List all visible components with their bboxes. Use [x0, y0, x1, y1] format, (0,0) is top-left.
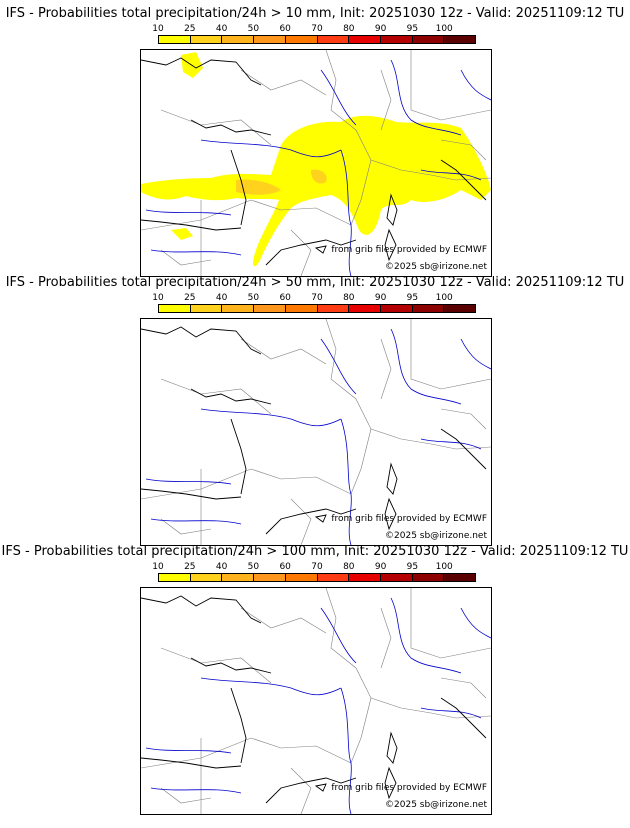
legend-colorbar	[158, 35, 476, 44]
legend-swatch	[285, 36, 318, 43]
legend-swatch	[412, 574, 445, 581]
legend-tick-label: 95	[406, 24, 419, 34]
legend-swatch	[349, 574, 381, 581]
rivers	[145, 328, 491, 545]
legend-swatch	[380, 574, 413, 581]
legend-swatch	[254, 305, 286, 312]
legend-colorbar	[158, 573, 476, 582]
rivers	[145, 597, 491, 814]
country-borders	[141, 50, 491, 276]
map-panel-10mm: IFS - Probabilities total precipitation/…	[0, 6, 630, 277]
legend-swatch	[190, 574, 223, 581]
legend-swatch	[412, 36, 445, 43]
probability-legend: 10 25 40 50 60 70 80 90 95 100	[152, 24, 476, 54]
map-panel-50mm: IFS - Probabilities total precipitation/…	[0, 275, 630, 546]
legend-swatch	[317, 574, 350, 581]
legend-tick-label: 70	[311, 562, 323, 572]
map-canvas	[141, 50, 491, 276]
legend-swatch	[444, 574, 476, 581]
copyright-credit: ©2025 sb@irizone.net	[385, 800, 487, 810]
probability-legend: 10 25 40 50 60 70 80 90 95 100	[152, 562, 476, 592]
legend-tick-label: 25	[184, 293, 196, 303]
legend-swatch	[222, 36, 255, 43]
legend-swatch	[190, 305, 223, 312]
legend-tick-label: 60	[279, 562, 291, 572]
map-panel-100mm: IFS - Probabilities total precipitation/…	[0, 544, 630, 815]
panel-title: IFS - Probabilities total precipitation/…	[5, 275, 625, 290]
legend-tick-label: 80	[343, 293, 355, 303]
legend-tick-label: 50	[247, 24, 260, 34]
legend-swatch	[317, 305, 350, 312]
map-canvas	[141, 319, 491, 545]
legend-tick-label: 80	[343, 24, 355, 34]
legend-ticks: 10 25 40 50 60 70 80 90 95 100	[152, 24, 476, 34]
map-canvas	[141, 588, 491, 814]
data-source-credit: from grib files provided by ECMWF	[331, 783, 487, 793]
legend-ticks: 10 25 40 50 60 70 80 90 95 100	[152, 293, 476, 303]
legend-swatch	[444, 36, 476, 43]
legend-swatch	[349, 305, 381, 312]
legend-swatch	[349, 36, 381, 43]
legend-swatch	[285, 305, 318, 312]
legend-ticks: 10 25 40 50 60 70 80 90 95 100	[152, 562, 476, 572]
legend-tick-label: 40	[215, 293, 228, 303]
legend-tick-label: 90	[374, 562, 387, 572]
coastline	[141, 595, 487, 804]
legend-tick-label: 40	[215, 562, 228, 572]
legend-tick-label: 10	[152, 293, 164, 303]
legend-swatch	[190, 36, 223, 43]
legend-tick-label: 100	[435, 562, 453, 572]
legend-tick-label: 80	[343, 562, 355, 572]
copyright-credit: ©2025 sb@irizone.net	[385, 262, 487, 272]
legend-tick-label: 90	[374, 24, 387, 34]
legend-swatch	[444, 305, 476, 312]
legend-swatch	[222, 574, 255, 581]
legend-tick-label: 95	[406, 293, 419, 303]
legend-tick-label: 25	[184, 562, 196, 572]
legend-swatch	[254, 36, 286, 43]
legend-tick-label: 100	[435, 24, 453, 34]
legend-swatch	[412, 305, 445, 312]
precipitation-map: from grib files provided by ECMWF ©2025 …	[140, 587, 492, 815]
legend-swatch	[285, 574, 318, 581]
precipitation-map: from grib files provided by ECMWF ©2025 …	[140, 318, 492, 546]
copyright-credit: ©2025 sb@irizone.net	[385, 531, 487, 541]
legend-tick-label: 60	[279, 293, 291, 303]
legend-swatch	[222, 305, 255, 312]
legend-tick-label: 25	[184, 24, 196, 34]
legend-tick-label: 10	[152, 24, 164, 34]
coastline	[141, 326, 487, 535]
legend-tick-label: 95	[406, 562, 419, 572]
country-borders	[141, 319, 491, 545]
legend-swatch	[254, 574, 286, 581]
data-source-credit: from grib files provided by ECMWF	[331, 245, 487, 255]
precipitation-map: from grib files provided by ECMWF ©2025 …	[140, 49, 492, 277]
country-borders	[141, 588, 491, 814]
panel-title: IFS - Probabilities total precipitation/…	[1, 544, 629, 559]
legend-tick-label: 60	[279, 24, 291, 34]
legend-tick-label: 40	[215, 24, 228, 34]
probability-legend: 10 25 40 50 60 70 80 90 95 100	[152, 293, 476, 323]
legend-colorbar	[158, 304, 476, 313]
legend-tick-label: 100	[435, 293, 453, 303]
legend-swatch	[159, 574, 191, 581]
legend-swatch	[159, 305, 191, 312]
coastline	[141, 57, 487, 266]
precip-area	[141, 52, 491, 267]
legend-tick-label: 70	[311, 24, 323, 34]
legend-tick-label: 50	[247, 562, 260, 572]
data-source-credit: from grib files provided by ECMWF	[331, 514, 487, 524]
legend-tick-label: 10	[152, 562, 164, 572]
legend-swatch	[380, 36, 413, 43]
legend-swatch	[380, 305, 413, 312]
legend-tick-label: 70	[311, 293, 323, 303]
panel-title: IFS - Probabilities total precipitation/…	[5, 6, 625, 21]
rivers	[145, 59, 491, 276]
legend-tick-label: 90	[374, 293, 387, 303]
legend-swatch	[317, 36, 350, 43]
legend-tick-label: 50	[247, 293, 260, 303]
legend-swatch	[159, 36, 191, 43]
